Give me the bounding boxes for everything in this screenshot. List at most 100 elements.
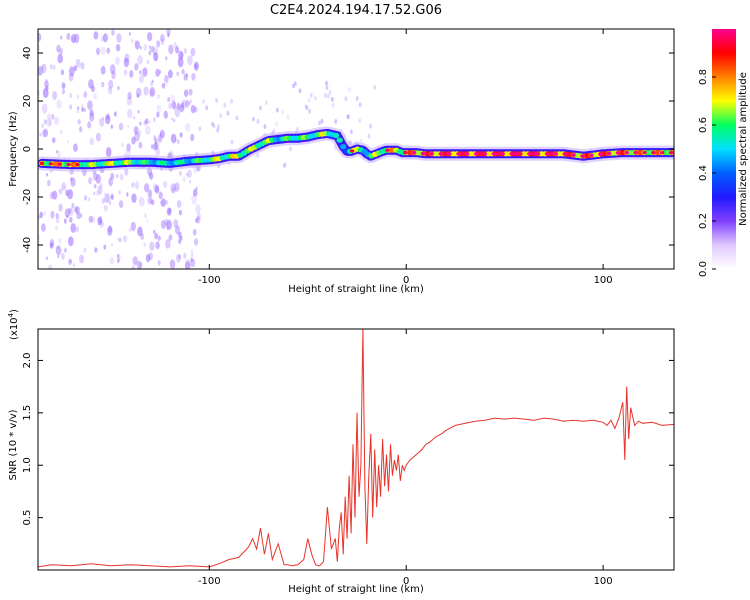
figure-title: C2E4.2024.194.17.52.G06 [270, 3, 442, 18]
noise-blob [275, 107, 279, 113]
noise-blob [176, 200, 182, 209]
ridge-peak [589, 153, 594, 157]
noise-blob [131, 193, 137, 203]
noise-blob [289, 146, 292, 152]
noise-blob [170, 117, 173, 121]
noise-blob [327, 93, 330, 99]
ridge-peak [668, 151, 674, 155]
noise-blob [96, 47, 101, 56]
noise-blob [131, 136, 136, 145]
noise-blob [38, 66, 43, 76]
noise-blob [70, 177, 73, 182]
noise-blob [50, 210, 55, 219]
noise-blob [160, 34, 165, 43]
noise-blob [126, 143, 132, 152]
y-tick-label: 1.0 [22, 457, 33, 473]
noise-blob [286, 114, 290, 120]
noise-blob [205, 105, 209, 111]
ridge-peak [456, 152, 461, 156]
noise-blob [48, 264, 53, 269]
noise-blob [41, 123, 45, 129]
noise-blob [45, 78, 48, 84]
noise-blob [116, 174, 119, 179]
noise-blob [186, 172, 189, 177]
noise-blob [87, 121, 92, 129]
snr-ticks: -100 0 100 0.5 1.0 1.5 2.0 [22, 329, 674, 587]
noise-blob [118, 190, 121, 195]
noise-blob [314, 95, 317, 101]
noise-blob [62, 89, 65, 95]
noise-blob [136, 93, 139, 99]
noise-blob [150, 81, 154, 87]
noise-blob [191, 253, 194, 258]
snr-multiplier-base: (x10 [9, 317, 20, 340]
noise-blob [66, 139, 69, 144]
noise-blob [145, 254, 151, 263]
noise-blob [118, 122, 124, 131]
noise-blob [149, 89, 154, 97]
noise-blob [109, 64, 116, 75]
noise-blob [99, 117, 105, 127]
noise-blob [307, 97, 311, 103]
noise-blob [293, 81, 297, 86]
noise-blob [57, 53, 63, 64]
colorbar-ticks: 0.0 0.2 0.4 0.6 0.8 [698, 69, 716, 277]
x-tick-label: -100 [198, 275, 221, 286]
noise-blob [151, 79, 154, 84]
noise-blob [129, 70, 134, 78]
noise-blob [167, 97, 171, 102]
noise-blob [109, 256, 115, 265]
y-tick-label: 1.5 [22, 405, 33, 421]
noise-blob [179, 132, 183, 137]
noise-blob [107, 86, 113, 95]
y-tick-label: -20 [22, 189, 33, 205]
noise-blob [235, 115, 239, 121]
noise-blob [176, 71, 179, 77]
noise-blob [190, 104, 196, 114]
snr-frame [37, 328, 675, 571]
noise-blob [68, 207, 74, 217]
noise-blob [130, 221, 136, 232]
noise-blob [75, 58, 81, 68]
noise-blob [160, 198, 166, 208]
noise-blob [154, 232, 159, 240]
noise-blob [73, 143, 78, 152]
noise-blob [127, 91, 132, 100]
noise-blob [47, 179, 51, 187]
noise-blob [56, 44, 61, 53]
ridge-peak [580, 154, 585, 158]
noise-blob [61, 252, 65, 260]
noise-blob [75, 226, 79, 233]
noise-blob [145, 118, 149, 125]
ridge-cell [336, 137, 343, 143]
noise-blob [139, 70, 142, 75]
noise-blob [51, 113, 55, 120]
noise-blob [178, 209, 182, 216]
spectrogram-x-label: Height of straight line (km) [288, 284, 424, 295]
noise-blob [126, 192, 129, 197]
noise-blob [93, 184, 97, 189]
noise-blob [173, 118, 176, 123]
noise-blob [143, 183, 150, 193]
noise-blob [191, 72, 196, 81]
noise-blob [116, 33, 122, 43]
ridge-peak [447, 152, 452, 156]
noise-blob [256, 153, 260, 158]
ridge-peak [642, 151, 647, 155]
noise-blob [55, 225, 58, 231]
ridge-cell [332, 132, 340, 139]
noise-blob [119, 173, 124, 181]
noise-blob [292, 83, 295, 89]
x-tick-label: 0 [403, 576, 409, 587]
noise-blob [174, 225, 181, 235]
noise-blob [148, 45, 151, 49]
noise-blob [185, 122, 191, 133]
noise-blob [139, 121, 142, 126]
snr-panel: -100 0 100 0.5 1.0 1.5 2.0 Height of straight … [7, 309, 675, 595]
noise-blob [127, 108, 133, 119]
noise-blob [189, 98, 193, 104]
noise-blob [165, 82, 168, 87]
noise-blob [143, 43, 148, 51]
noise-blob [41, 63, 47, 74]
noise-blob [190, 249, 194, 254]
